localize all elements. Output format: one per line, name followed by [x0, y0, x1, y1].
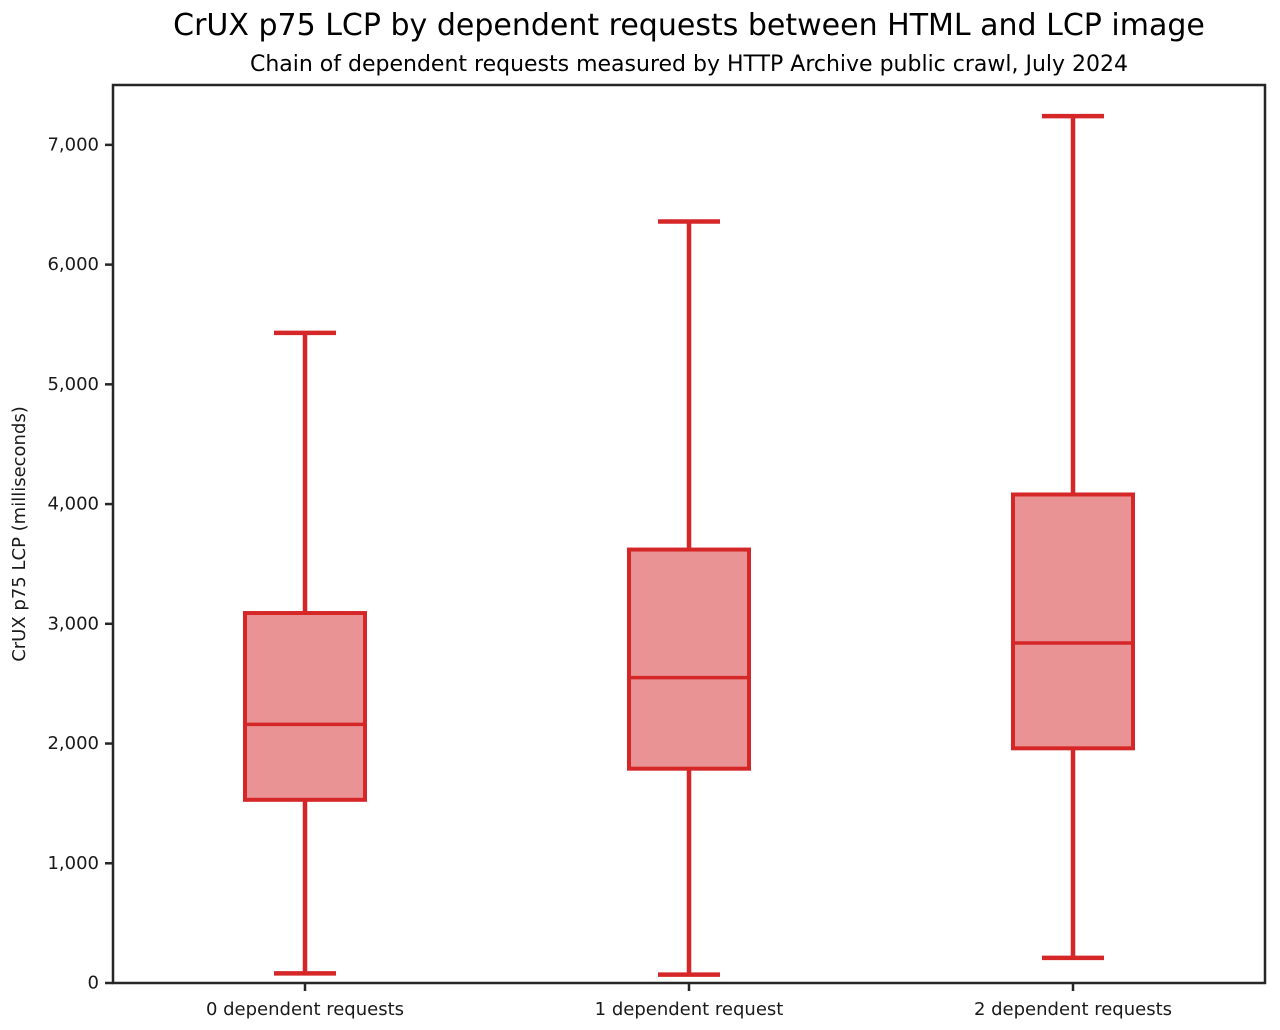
y-tick-label: 5,000: [47, 374, 99, 395]
y-tick-label: 2,000: [47, 733, 99, 754]
y-tick-label: 0: [88, 973, 99, 994]
y-tick-label: 3,000: [47, 613, 99, 634]
y-tick-label: 7,000: [47, 134, 99, 155]
chart-subtitle: Chain of dependent requests measured by …: [249, 52, 1129, 77]
y-tick-label: 6,000: [47, 254, 99, 275]
x-tick-label: 2 dependent requests: [974, 999, 1172, 1020]
y-tick-label: 4,000: [47, 494, 99, 515]
y-axis-label: CrUX p75 LCP (milliseconds): [9, 406, 30, 662]
iqr-box: [1011, 492, 1135, 751]
iqr-box: [627, 547, 751, 771]
x-tick-label: 0 dependent requests: [206, 999, 404, 1020]
chart-title: CrUX p75 LCP by dependent requests betwe…: [173, 8, 1205, 43]
iqr-box: [243, 611, 367, 802]
y-tick-label: 1,000: [47, 853, 99, 874]
x-tick-label: 1 dependent request: [595, 999, 784, 1020]
